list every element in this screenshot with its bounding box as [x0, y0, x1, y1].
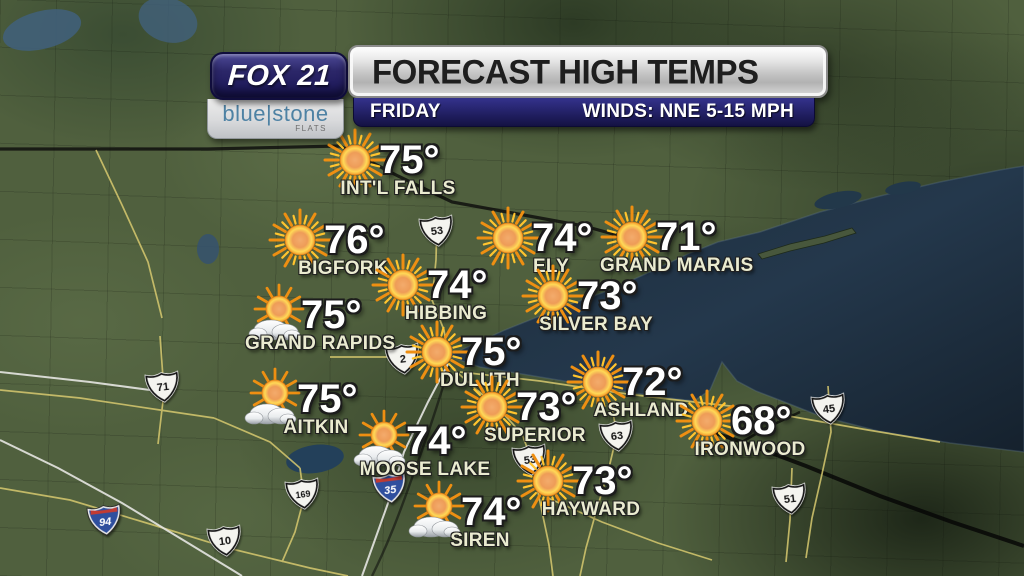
city-marker-bigfork: 76° BIGFORK: [268, 208, 418, 280]
partly-cloudy-icon: [350, 409, 414, 473]
forecast-winds: WINDS: NNE 5-15 MPH: [582, 101, 794, 122]
forecast-title-bar: FORECAST HIGH TEMPS: [348, 45, 828, 98]
city-temp: 68°: [731, 398, 792, 443]
city-marker-grand-rapids: 75° GRAND RAPIDS: [245, 283, 395, 355]
city-name: MOOSE LAKE: [359, 459, 491, 480]
city-marker-siren: 74° SIREN: [405, 480, 555, 552]
sunny-icon: [516, 449, 580, 513]
city-temp: 73°: [572, 458, 633, 503]
us-route-shield-169: 169: [284, 477, 321, 512]
sunny-icon: [405, 320, 469, 384]
city-temp: 72°: [622, 359, 683, 404]
city-temp: 74°: [461, 489, 522, 534]
svg-text:2: 2: [399, 353, 407, 366]
sponsor-tagline: FLATS: [295, 124, 327, 133]
partly-cloudy-icon: [241, 367, 305, 431]
us-route-shield-63: 63: [598, 419, 635, 454]
city-name: INT'L FALLS: [340, 178, 456, 199]
city-name: SUPERIOR: [484, 425, 586, 446]
interstate-roads-layer: [0, 363, 449, 576]
sunny-icon: [675, 389, 739, 453]
city-temp: 74°: [532, 215, 593, 260]
interstate-shield-94: 94: [86, 503, 123, 538]
city-name: GRAND RAPIDS: [245, 333, 396, 354]
city-temp: 75°: [379, 137, 440, 182]
station-logo: FOX 21: [210, 52, 348, 100]
city-name: ASHLAND: [593, 400, 689, 421]
city-marker-ironwood: 68° IRONWOOD: [675, 389, 825, 461]
city-marker-hayward: 73° HAYWARD: [516, 449, 666, 521]
city-marker-ely: 74° ELY: [476, 206, 626, 278]
sunny-icon: [521, 264, 585, 328]
svg-text:169: 169: [295, 489, 311, 501]
sunny-icon: [476, 206, 540, 270]
us-route-shield-71: 71: [144, 370, 181, 405]
city-name: GRAND MARAIS: [600, 255, 754, 276]
sunny-icon: [600, 205, 664, 269]
city-marker-superior: 73° SUPERIOR: [460, 375, 610, 447]
us-route-shield-53: 53: [418, 214, 455, 249]
station-logo-text: FOX 21: [226, 59, 332, 92]
us-route-shield-45: 45: [810, 392, 847, 427]
svg-text:10: 10: [218, 535, 232, 548]
interstate-shield-35: 35: [371, 471, 408, 506]
city-temp: 75°: [301, 292, 362, 337]
forecast-subtitle-bar: FRIDAY WINDS: NNE 5-15 MPH: [353, 98, 815, 127]
svg-text:35: 35: [383, 484, 397, 498]
city-marker-silver-bay: 73° SILVER BAY: [521, 264, 671, 336]
sponsor-logo: blue|stone FLATS: [207, 99, 344, 139]
svg-text:94: 94: [98, 516, 112, 529]
partly-cloudy-icon: [405, 480, 469, 544]
sunny-icon: [460, 375, 524, 439]
state-borders-layer: [0, 144, 1024, 576]
city-marker-duluth: 75° DULUTH: [405, 320, 555, 392]
us-route-shield-51: 51: [771, 482, 808, 517]
svg-text:53: 53: [430, 225, 444, 238]
partly-cloudy-icon: [245, 283, 309, 347]
city-marker-ashland: 72° ASHLAND: [566, 350, 716, 422]
city-marker-hibbing: 74° HIBBING: [371, 253, 521, 325]
city-temp: 76°: [324, 217, 385, 262]
city-name: AITKIN: [283, 417, 349, 438]
city-marker-moose-lake: 74° MOOSE LAKE: [350, 409, 500, 481]
svg-text:51: 51: [783, 493, 797, 506]
isle-royale-island: [757, 227, 857, 260]
city-marker-int-l-falls: 75° INT'L FALLS: [323, 128, 473, 200]
city-name: BIGFORK: [298, 258, 388, 279]
sunny-icon: [323, 128, 387, 192]
forecast-title: FORECAST HIGH TEMPS: [372, 51, 759, 91]
city-name: HAYWARD: [541, 499, 641, 520]
city-name: SIREN: [450, 530, 510, 551]
sunny-icon: [268, 208, 332, 272]
svg-text:45: 45: [822, 403, 836, 416]
us-route-shield-10: 10: [206, 524, 243, 559]
city-temp: 75°: [461, 329, 522, 374]
forecast-day: FRIDAY: [370, 101, 441, 122]
city-temp: 73°: [577, 273, 638, 318]
city-marker-aitkin: 75° AITKIN: [241, 367, 391, 439]
city-temp: 74°: [427, 262, 488, 307]
sponsor-name: blue|stone: [222, 101, 329, 126]
city-name: SILVER BAY: [539, 314, 653, 335]
city-name: IRONWOOD: [694, 439, 806, 460]
city-marker-grand-marais: 71° GRAND MARAIS: [600, 205, 754, 277]
sunny-icon: [371, 253, 435, 317]
city-temp: 75°: [297, 376, 358, 421]
sunny-icon: [566, 350, 630, 414]
svg-text:63: 63: [610, 430, 624, 443]
city-temp: 74°: [406, 418, 467, 463]
city-temp: 71°: [656, 214, 717, 259]
city-name: DULUTH: [440, 370, 520, 391]
city-temp: 73°: [516, 384, 577, 429]
city-name: HIBBING: [404, 303, 488, 324]
svg-text:71: 71: [156, 381, 170, 394]
